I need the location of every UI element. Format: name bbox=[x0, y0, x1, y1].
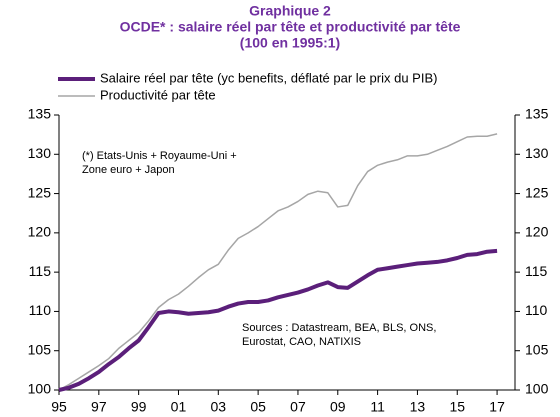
y-tick-label: 130 bbox=[28, 145, 52, 161]
x-tick-label: 15 bbox=[449, 399, 465, 415]
y2-tick-label: 100 bbox=[525, 381, 549, 397]
y-tick-label: 105 bbox=[28, 341, 52, 357]
x-tick-label: 17 bbox=[489, 399, 505, 415]
y2-tick-label: 110 bbox=[525, 302, 548, 318]
y-tick-label: 125 bbox=[28, 184, 52, 200]
x-tick-label: 97 bbox=[91, 399, 107, 415]
y-tick-label: 135 bbox=[28, 106, 52, 122]
series-line bbox=[58, 248, 498, 392]
y-tick-label: 110 bbox=[29, 302, 52, 318]
y2-tick-label: 125 bbox=[525, 184, 549, 200]
y2-tick-label: 115 bbox=[525, 263, 548, 279]
annotation: Zone euro + Japon bbox=[82, 164, 175, 176]
y2-tick-label: 120 bbox=[525, 224, 549, 240]
x-tick-label: 05 bbox=[250, 399, 266, 415]
legend-label: Productivité par tête bbox=[100, 87, 216, 102]
x-tick-label: 13 bbox=[410, 399, 426, 415]
chart-title: Graphique 2 bbox=[249, 3, 331, 19]
x-tick-label: 95 bbox=[51, 399, 67, 415]
y2-tick-label: 105 bbox=[525, 341, 549, 357]
y-tick-label: 115 bbox=[29, 263, 52, 279]
x-tick-label: 99 bbox=[131, 399, 147, 415]
chart-title: (100 en 1995:1) bbox=[240, 35, 340, 51]
x-tick-label: 11 bbox=[370, 399, 385, 415]
annotation: Eurostat, CAO, NATIXIS bbox=[242, 336, 361, 348]
x-tick-label: 09 bbox=[330, 399, 346, 415]
x-tick-label: 07 bbox=[290, 399, 306, 415]
chart-title: OCDE* : salaire réel par tête et product… bbox=[120, 19, 461, 35]
y2-tick-label: 130 bbox=[525, 145, 549, 161]
y-tick-label: 120 bbox=[28, 224, 52, 240]
x-tick-label: 03 bbox=[211, 399, 227, 415]
legend-label: Salaire réel par tête (yc benefits, défl… bbox=[100, 70, 437, 85]
annotation: Sources : Datastream, BEA, BLS, ONS, bbox=[242, 322, 436, 334]
x-tick-label: 01 bbox=[171, 399, 187, 415]
y-tick-label: 100 bbox=[28, 381, 52, 397]
series-line bbox=[58, 133, 498, 391]
annotation: (*) Etats-Unis + Royaume-Uni + bbox=[82, 150, 237, 162]
y2-tick-label: 135 bbox=[525, 106, 549, 122]
